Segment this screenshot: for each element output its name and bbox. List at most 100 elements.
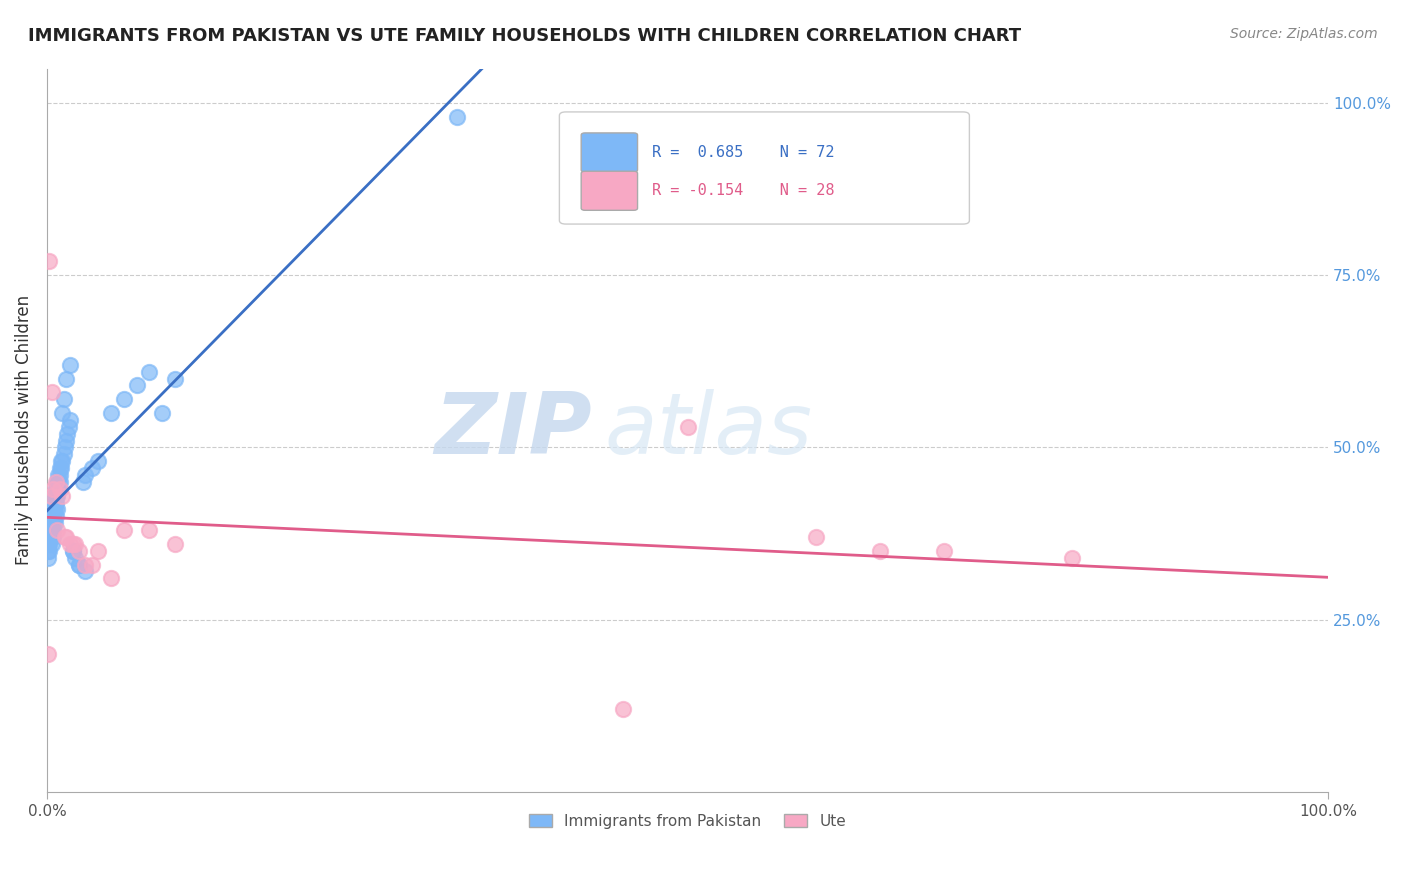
Point xyxy=(75,565,97,579)
Point xyxy=(38,544,60,558)
Point xyxy=(41,523,63,537)
Point xyxy=(41,516,63,531)
Point xyxy=(48,475,70,489)
Point xyxy=(72,475,94,489)
Text: R =  0.685    N = 72: R = 0.685 N = 72 xyxy=(651,145,834,160)
Point xyxy=(45,489,67,503)
Point xyxy=(52,392,75,407)
Point xyxy=(46,475,69,489)
Point xyxy=(804,530,827,544)
Point xyxy=(55,434,77,448)
Point xyxy=(37,537,59,551)
Point xyxy=(51,406,73,420)
Point xyxy=(75,558,97,572)
Point xyxy=(44,495,66,509)
Point xyxy=(37,647,59,661)
Point xyxy=(52,447,75,461)
Point xyxy=(87,544,110,558)
Text: Source: ZipAtlas.com: Source: ZipAtlas.com xyxy=(1230,27,1378,41)
Point xyxy=(45,482,67,496)
Point xyxy=(42,530,65,544)
Point xyxy=(62,544,84,558)
Point xyxy=(163,371,186,385)
Point xyxy=(446,110,468,124)
Point xyxy=(39,509,62,524)
Point xyxy=(46,482,69,496)
Point xyxy=(59,537,82,551)
Point xyxy=(46,502,69,516)
Point xyxy=(58,419,80,434)
Point xyxy=(55,371,77,385)
Text: IMMIGRANTS FROM PAKISTAN VS UTE FAMILY HOUSEHOLDS WITH CHILDREN CORRELATION CHAR: IMMIGRANTS FROM PAKISTAN VS UTE FAMILY H… xyxy=(28,27,1021,45)
Point xyxy=(869,544,891,558)
Point xyxy=(80,461,103,475)
Point xyxy=(59,358,82,372)
Point xyxy=(46,489,69,503)
Point xyxy=(37,544,59,558)
FancyBboxPatch shape xyxy=(581,133,637,172)
Point xyxy=(1060,550,1083,565)
Point xyxy=(38,523,60,537)
Point xyxy=(48,468,70,483)
Point xyxy=(676,419,699,434)
Point xyxy=(41,385,63,400)
Point xyxy=(138,365,160,379)
Point xyxy=(63,537,86,551)
Text: atlas: atlas xyxy=(605,389,813,472)
Point xyxy=(67,558,90,572)
Point xyxy=(46,523,69,537)
Point xyxy=(41,523,63,537)
Point xyxy=(163,537,186,551)
Point xyxy=(51,454,73,468)
Point xyxy=(42,523,65,537)
Point xyxy=(48,482,70,496)
Point xyxy=(45,475,67,489)
Point xyxy=(150,406,173,420)
Point xyxy=(112,523,135,537)
Point xyxy=(51,489,73,503)
Point xyxy=(49,454,72,468)
Point xyxy=(45,509,67,524)
Point xyxy=(125,378,148,392)
Point xyxy=(44,489,66,503)
Point xyxy=(75,468,97,483)
Point xyxy=(38,530,60,544)
Point xyxy=(44,495,66,509)
Point xyxy=(42,516,65,531)
Point xyxy=(42,509,65,524)
Point xyxy=(80,558,103,572)
Point xyxy=(53,441,76,455)
Point xyxy=(48,475,70,489)
Point xyxy=(138,523,160,537)
Text: R = -0.154    N = 28: R = -0.154 N = 28 xyxy=(651,183,834,198)
Point xyxy=(112,392,135,407)
FancyBboxPatch shape xyxy=(560,112,969,224)
Point xyxy=(45,495,67,509)
Point xyxy=(100,571,122,585)
Point xyxy=(42,482,65,496)
Point xyxy=(39,530,62,544)
Point xyxy=(932,544,955,558)
Point xyxy=(39,489,62,503)
Point xyxy=(44,502,66,516)
Point xyxy=(48,461,70,475)
Point xyxy=(612,702,634,716)
Point xyxy=(62,544,84,558)
Point xyxy=(37,550,59,565)
Point xyxy=(63,550,86,565)
Point xyxy=(38,537,60,551)
FancyBboxPatch shape xyxy=(581,171,637,211)
Y-axis label: Family Households with Children: Family Households with Children xyxy=(15,295,32,566)
Point xyxy=(45,489,67,503)
Legend: Immigrants from Pakistan, Ute: Immigrants from Pakistan, Ute xyxy=(523,807,852,835)
Point xyxy=(67,558,90,572)
Point xyxy=(42,502,65,516)
Point xyxy=(100,406,122,420)
Point xyxy=(62,537,84,551)
Point xyxy=(55,530,77,544)
Point xyxy=(59,413,82,427)
Text: ZIP: ZIP xyxy=(434,389,592,472)
Point xyxy=(67,544,90,558)
Point xyxy=(44,516,66,531)
Point xyxy=(41,537,63,551)
